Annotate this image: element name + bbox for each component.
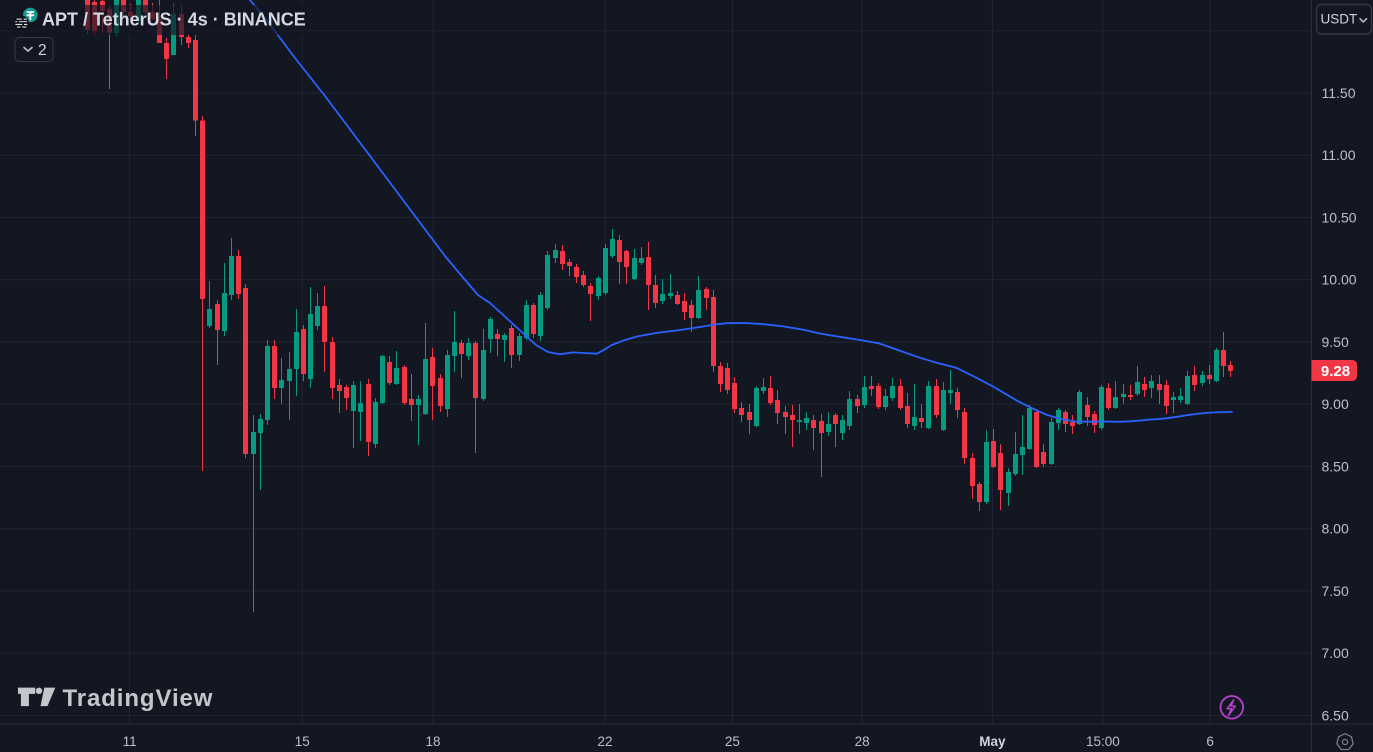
svg-text:2: 2 — [38, 42, 47, 59]
svg-text:25: 25 — [725, 734, 740, 749]
svg-text:11.00: 11.00 — [1322, 147, 1356, 163]
svg-text:8.50: 8.50 — [1322, 458, 1349, 474]
svg-text:TradingView: TradingView — [63, 685, 214, 712]
svg-text:7.00: 7.00 — [1322, 645, 1349, 661]
svg-text:APT / TetherUS · 4s · BINANCE: APT / TetherUS · 4s · BINANCE — [42, 10, 306, 30]
svg-text:9.00: 9.00 — [1322, 396, 1349, 412]
svg-text:7.50: 7.50 — [1322, 583, 1349, 599]
svg-text:15:00: 15:00 — [1086, 734, 1120, 749]
svg-text:May: May — [979, 734, 1006, 749]
svg-text:6.50: 6.50 — [1322, 707, 1349, 723]
svg-text:6: 6 — [1206, 734, 1214, 749]
svg-text:28: 28 — [855, 734, 870, 749]
svg-text:11.50: 11.50 — [1322, 85, 1356, 101]
svg-text:22: 22 — [597, 734, 612, 749]
svg-text:9.28: 9.28 — [1321, 363, 1350, 380]
svg-text:18: 18 — [425, 734, 440, 749]
svg-text:USDT: USDT — [1321, 12, 1358, 27]
svg-text:11: 11 — [123, 734, 137, 749]
svg-text:15: 15 — [295, 734, 310, 749]
svg-text:8.00: 8.00 — [1322, 521, 1349, 537]
svg-text:10.00: 10.00 — [1322, 272, 1357, 288]
svg-text:10.50: 10.50 — [1322, 209, 1357, 225]
svg-text:9.50: 9.50 — [1322, 334, 1349, 350]
